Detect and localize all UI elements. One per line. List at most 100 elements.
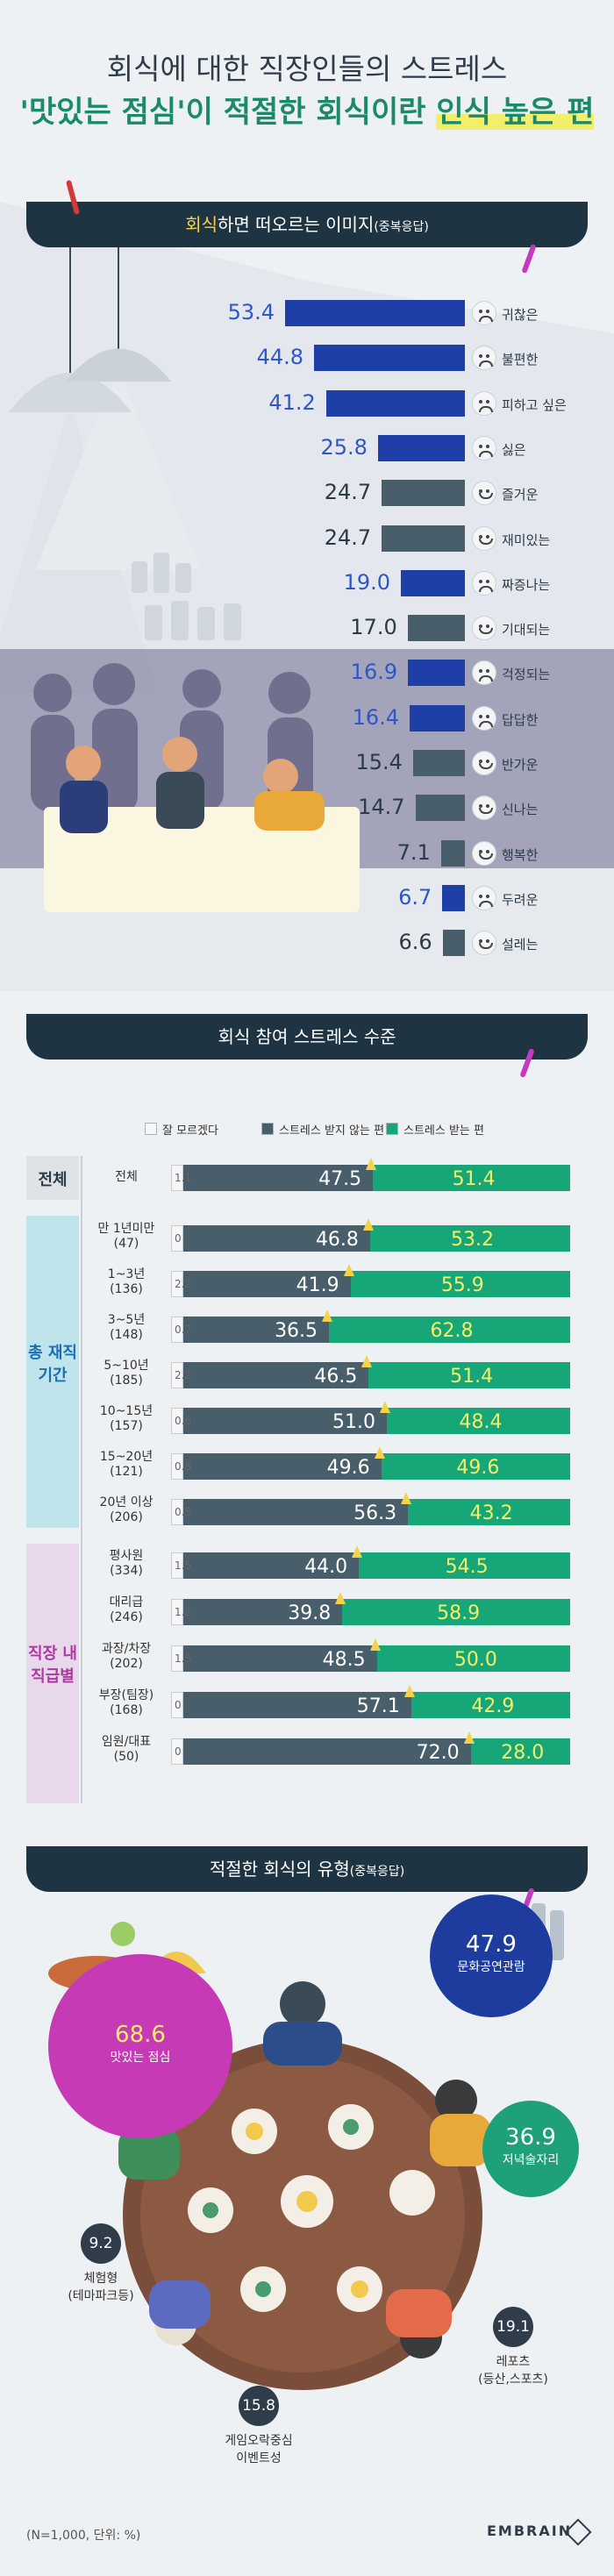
row-label: 임원/대표 (50) xyxy=(84,1735,168,1765)
stressed-value: 42.9 xyxy=(471,1695,515,1717)
image-label: 싫은 xyxy=(502,441,526,458)
image-value: 7.1 xyxy=(396,839,431,865)
small-type-label: 9.2 체험형 (테마파크등) xyxy=(44,2223,158,2304)
dontknow-segment xyxy=(171,1271,183,1297)
dontknow-value: 1.2 xyxy=(175,1606,192,1618)
dontknow-value: 0.7 xyxy=(175,1324,192,1336)
image-label: 답답한 xyxy=(502,711,539,728)
face-mouth xyxy=(479,450,493,457)
not-stressed-segment xyxy=(183,1317,330,1343)
row-name: 10~15년 xyxy=(99,1404,154,1418)
face-icon xyxy=(472,660,496,686)
not-stressed-value: 72.0 xyxy=(416,1742,460,1764)
row-n: (50) xyxy=(113,1750,139,1764)
section3-banner: 적절한 회식의 유형(중복응답) xyxy=(26,1846,588,1892)
image-bar xyxy=(401,569,465,596)
small-type-line2: (테마파크등) xyxy=(68,2289,134,2303)
stressed-segment xyxy=(381,1453,570,1480)
image-label: 기대되는 xyxy=(502,622,551,639)
row-name: 평사원 xyxy=(109,1549,144,1563)
stressed-value: 28.0 xyxy=(501,1742,545,1764)
row-label: 20년 이상 (206) xyxy=(84,1495,168,1525)
small-type-line1: 게임오락중심 xyxy=(225,2434,293,2448)
row-n: (202) xyxy=(110,1657,143,1671)
dontknow-segment xyxy=(171,1225,183,1252)
dontknow-segment xyxy=(171,1499,183,1525)
dontknow-segment xyxy=(171,1599,183,1625)
stressed-segment xyxy=(373,1165,570,1191)
small-type-label: 19.1 레포츠 (등산,스포츠) xyxy=(456,2307,570,2387)
row-name: 만 1년미만 xyxy=(97,1222,155,1236)
lightning-icon xyxy=(343,1264,354,1276)
image-row: 24.7 재미있는 xyxy=(0,524,614,553)
lightning-icon xyxy=(380,1401,391,1413)
stress-row: 과장/차장 (202) 1.5 48.5 50.0 xyxy=(0,1638,614,1673)
image-row: 44.8 불편한 xyxy=(0,343,614,373)
lightning-icon xyxy=(369,1638,381,1651)
bubble: 68.6 맛있는 점심 xyxy=(48,1954,232,2138)
row-label: 3~5년 (148) xyxy=(84,1313,168,1343)
lightning-icon xyxy=(463,1731,475,1744)
face-mouth xyxy=(479,316,493,322)
image-label: 불편한 xyxy=(502,352,539,368)
face-icon xyxy=(472,705,496,731)
bubble-value: 68.6 xyxy=(115,2022,166,2048)
not-stressed-value: 57.1 xyxy=(356,1695,400,1717)
bubble-text: 47.9 문화공연관람 xyxy=(430,1931,553,1975)
image-value: 6.6 xyxy=(398,930,432,955)
not-stressed-segment xyxy=(183,1738,471,1765)
row-label: 전체 xyxy=(115,1170,138,1184)
image-label: 신나는 xyxy=(502,802,539,818)
stressed-segment xyxy=(350,1271,570,1297)
row-name: 임원/대표 xyxy=(101,1735,152,1749)
dontknow-value: 0 xyxy=(175,1699,182,1711)
group-label: 직장 내 직급별 xyxy=(28,1645,77,1686)
row-label: 5~10년 (185) xyxy=(84,1359,168,1388)
image-value: 15.4 xyxy=(355,750,403,774)
group-box-rank xyxy=(26,1544,79,1803)
row-name: 15~20년 xyxy=(99,1450,154,1464)
group-divider xyxy=(81,1156,82,1803)
lamp-shade-icon xyxy=(9,373,132,412)
image-bar xyxy=(442,884,465,911)
dontknow-segment xyxy=(171,1692,183,1718)
image-bar xyxy=(415,795,465,822)
dontknow-segment xyxy=(171,1552,183,1579)
not-stressed-value: 41.9 xyxy=(296,1274,339,1296)
image-bar xyxy=(442,930,465,957)
page-subtitle: '맛있는 점심'이 적절한 회식이란 인식 높은 편 xyxy=(19,95,595,130)
row-label: 평사원 (334) xyxy=(84,1549,168,1579)
row-label: 부장(팀장) (168) xyxy=(84,1688,168,1718)
row-n: (157) xyxy=(110,1419,143,1433)
dontknow-value: 0.5 xyxy=(175,1506,192,1518)
image-row: 41.2 피하고 싶은 xyxy=(0,389,614,418)
stressed-value: 48.4 xyxy=(459,1411,503,1433)
not-stressed-value: 48.5 xyxy=(322,1649,366,1671)
lamp-shade-icon xyxy=(66,348,171,382)
small-type-line2: 이벤트성 xyxy=(236,2451,282,2465)
stress-stacked-chart: 전체 전체 1.1 47.5 51.4 총 재직 기간 만 1년미만 (47) 0 46.8 53.… xyxy=(0,1158,614,1766)
row-name: 1~3년 xyxy=(107,1267,146,1281)
image-label: 피하고 싶은 xyxy=(502,396,567,413)
row-n: (185) xyxy=(110,1374,143,1388)
legend-label: 스트레스 받는 편 xyxy=(403,1124,484,1138)
image-row: 14.7 신나는 xyxy=(0,793,614,823)
face-icon xyxy=(472,525,496,551)
dontknow-value: 2.2 xyxy=(175,1369,192,1381)
legend-item: 스트레스 받는 편 xyxy=(386,1121,484,1138)
image-bar xyxy=(412,750,465,776)
not-stressed-value: 56.3 xyxy=(353,1502,397,1524)
face-icon xyxy=(472,390,496,416)
legend-swatch xyxy=(386,1123,398,1135)
row-label: 10~15년 (157) xyxy=(84,1404,168,1434)
face-mouth xyxy=(479,628,493,635)
row-n: (47) xyxy=(113,1237,139,1251)
image-bar xyxy=(440,839,465,867)
stress-row: 임원/대표 (50) 0 72.0 28.0 xyxy=(0,1731,614,1766)
legend-swatch xyxy=(261,1123,274,1135)
image-value: 53.4 xyxy=(227,300,275,325)
not-stressed-segment xyxy=(183,1362,369,1388)
legend-swatch xyxy=(145,1123,157,1135)
stress-row: 1~3년 (136) 2.2 41.9 55.9 xyxy=(0,1264,614,1299)
stressed-value: 54.5 xyxy=(445,1556,489,1578)
